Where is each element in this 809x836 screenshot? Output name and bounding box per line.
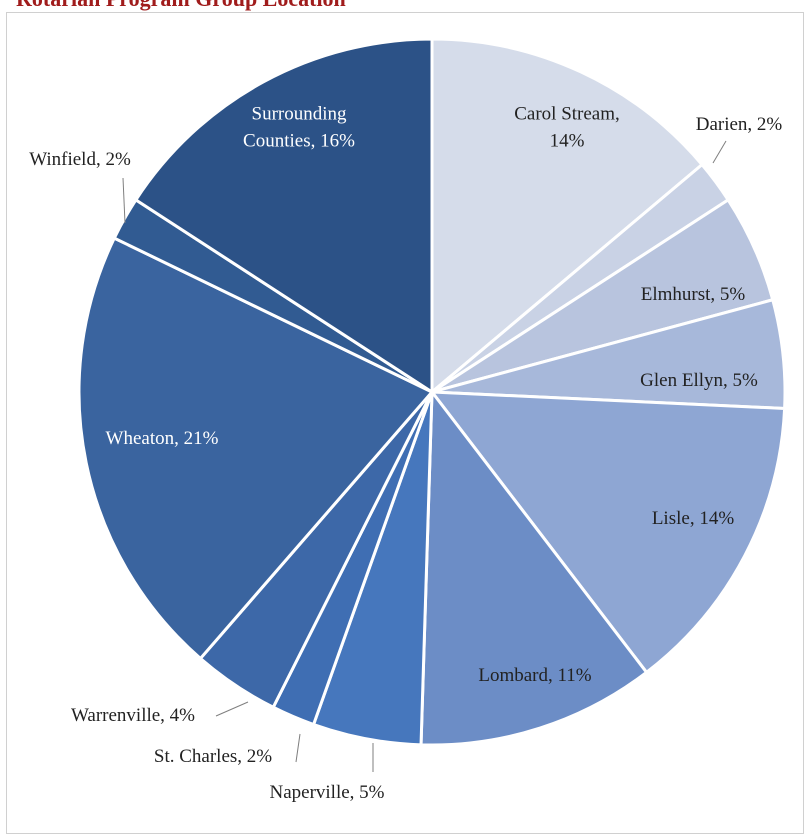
slice-label-carol-stream: Carol Stream, 14%: [514, 104, 620, 152]
pie-slice-wheaton: [77, 236, 434, 660]
slice-label-wheaton: Wheaton, 21%: [106, 428, 219, 449]
leader-lines: [122, 140, 727, 772]
slice-label-st-charles: St. Charles, 2%: [154, 746, 272, 767]
pie-slice-surrounding-counties: [134, 37, 434, 394]
slice-labels: Carol Stream, 14% Darien, 2% Elmhurst, 5% Gl…: [29, 104, 782, 804]
leader-line-darien: [712, 140, 727, 164]
leader-line-st-charles: [295, 733, 301, 763]
slice-label-darien: Darien, 2%: [696, 114, 783, 135]
slice-label-lisle: Lisle, 14%: [652, 508, 734, 529]
slice-label-elmhurst: Elmhurst, 5%: [641, 284, 746, 305]
pie-slice-carol-stream: [430, 37, 704, 394]
slice-label-surrounding-counties: Surrounding Counties, 16%: [243, 104, 355, 152]
slice-label-warrenville: Warrenville, 4%: [71, 705, 195, 726]
pie-slices: [77, 37, 787, 747]
slice-label-naperville: Naperville, 5%: [269, 782, 384, 803]
pie-slice-lisle: [430, 390, 787, 674]
slice-label-glen-ellyn: Glen Ellyn, 5%: [640, 370, 758, 391]
leader-line-winfield: [122, 177, 126, 224]
slice-label-lombard: Lombard, 11%: [478, 665, 591, 686]
pie-slice-lombard: [419, 390, 649, 747]
slice-label-winfield: Winfield, 2%: [29, 149, 131, 170]
header-title: Rotarian Program Group Location: [16, 0, 346, 11]
leader-line-warrenville: [215, 701, 249, 717]
